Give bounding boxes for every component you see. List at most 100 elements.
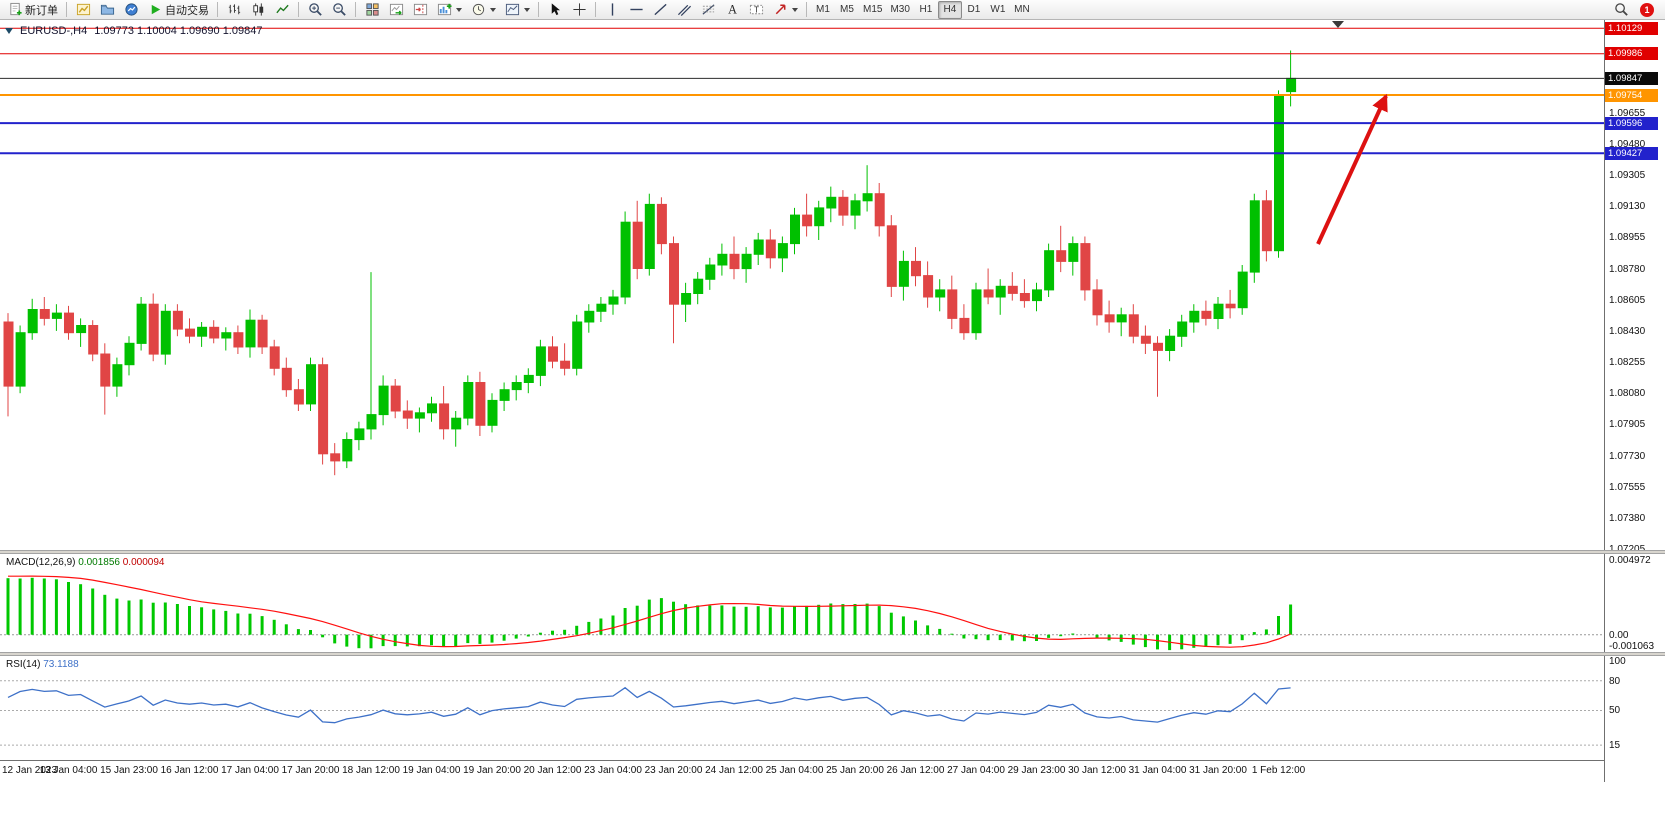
timeframe-w1-button[interactable]: W1 (986, 1, 1010, 19)
timeframe-mn-button[interactable]: MN (1010, 1, 1034, 19)
timeframe-h1-button-label: H1 (919, 4, 933, 15)
auto-scroll-button[interactable] (384, 1, 408, 19)
tile-windows-button[interactable] (360, 1, 384, 19)
macd-panel[interactable] (0, 554, 1604, 652)
time-tick-label: 20 Jan 12:00 (523, 765, 582, 776)
new-order-button-label: 新订单 (25, 4, 58, 17)
fibonacci-button[interactable] (696, 1, 720, 19)
time-axis[interactable]: 12 Jan 2023 13 Jan 04:00 15 Jan 23:00 16 Ja… (0, 760, 1604, 782)
timeframe-d1-button[interactable]: D1 (962, 1, 986, 19)
indicators-icon (436, 2, 452, 18)
toolbar-separator (66, 2, 67, 17)
autotrading-button[interactable]: 自动交易 (143, 1, 213, 19)
toolbar-separator (595, 2, 596, 17)
profiles-icon (99, 2, 115, 18)
zoom-out-button[interactable] (327, 1, 351, 19)
line-chart-button[interactable] (270, 1, 294, 19)
toolbar-separator (298, 2, 299, 17)
timeframe-m15-button[interactable]: M15 (859, 1, 886, 19)
window-menu-icon[interactable] (5, 28, 13, 34)
rsi-line (7, 686, 1291, 724)
text-button[interactable]: A (720, 1, 744, 19)
time-tick-label: 12 Jan 2023 (2, 765, 58, 776)
crosshair-button[interactable] (567, 1, 591, 19)
new-order-icon (7, 2, 23, 18)
axis-tick-label: 0.00 (1609, 629, 1629, 641)
chart-shift-marker[interactable] (1332, 21, 1344, 28)
axis-tick-label: 100 (1609, 655, 1626, 667)
vertical-line-button[interactable] (600, 1, 624, 19)
dropdown-caret-icon (524, 7, 530, 12)
rsi-indicator-label: RSI(14) 73.1188 (6, 659, 79, 670)
timeframe-h4-button-label: H4 (943, 4, 957, 15)
zoom-in-button[interactable] (303, 1, 327, 19)
dropdown-caret-icon (456, 7, 462, 12)
axis-tick-label: 1.09655 (1609, 107, 1646, 119)
time-tick-label: 26 Jan 12:00 (886, 765, 945, 776)
time-tick-label: 25 Jan 20:00 (826, 765, 884, 776)
arrows-button[interactable] (768, 1, 802, 19)
new-order-button[interactable]: 新订单 (3, 1, 62, 19)
chart-title: EURUSD-,H4 1.09773 1.10004 1.09690 1.098… (5, 25, 262, 37)
profiles-button[interactable] (95, 1, 119, 19)
rsi-panel[interactable] (0, 656, 1604, 760)
trend-arrow-annotation[interactable] (1316, 93, 1388, 245)
time-tick-label: 13 Jan 04:00 (39, 765, 98, 776)
chart-shift-button[interactable] (408, 1, 432, 19)
time-tick-label: 27 Jan 04:00 (947, 765, 1005, 776)
macd-histogram (6, 577, 1293, 651)
axis-tick-label: 1.08955 (1609, 232, 1646, 244)
price-axis[interactable]: 1.09655 1.09480 1.09305 1.09130 1.08955 1.087… (1604, 20, 1665, 782)
timeframe-m15-button-label: M15 (863, 4, 883, 15)
candlestick-chart-button[interactable] (246, 1, 270, 19)
chart-window: EURUSD-,H4 1.09773 1.10004 1.09690 1.098… (0, 20, 1665, 831)
axis-tick-label: -0.001063 (1609, 641, 1655, 652)
dropdown-caret-icon (490, 7, 496, 12)
template-icon (504, 2, 520, 18)
axis-tick-label: 1.07905 (1609, 419, 1646, 431)
periods-button[interactable] (466, 1, 500, 19)
trendline-button[interactable] (648, 1, 672, 19)
search-button[interactable] (1609, 1, 1633, 19)
text-label-button[interactable]: T (744, 1, 768, 19)
svg-text:A: A (728, 3, 737, 17)
time-tick-label: 23 Jan 04:00 (584, 765, 642, 776)
toolbar-separator (806, 2, 807, 17)
time-tick-label: 16 Jan 12:00 (160, 765, 219, 776)
hline-icon (628, 2, 644, 18)
autotrading-icon (147, 2, 163, 18)
timeframe-h4-button[interactable]: H4 (937, 0, 962, 19)
vline-icon (604, 2, 620, 18)
new-chart-icon (75, 2, 91, 18)
price-chart[interactable] (0, 20, 1604, 550)
time-tick-label: 17 Jan 20:00 (281, 765, 340, 776)
macd-indicator-label: MACD(12,26,9) 0.001856 0.000094 (6, 557, 164, 568)
panel-splitter[interactable] (0, 652, 1665, 656)
trendline-icon (652, 2, 668, 18)
timeframe-m1-button[interactable]: M1 (811, 1, 835, 19)
axis-tick-label: 15 (1609, 740, 1621, 752)
market-watch-button[interactable] (119, 1, 143, 19)
time-tick-label: 17 Jan 04:00 (221, 765, 279, 776)
cursor-icon (547, 2, 563, 18)
horizontal-line-button[interactable] (624, 1, 648, 19)
axis-tick-label: 0.004972 (1609, 555, 1651, 566)
timeframe-h1-button[interactable]: H1 (914, 1, 938, 19)
time-tick-label: 29 Jan 23:00 (1007, 765, 1066, 776)
indicators-button[interactable] (432, 1, 466, 19)
bar-chart-button[interactable] (222, 1, 246, 19)
notification-badge[interactable]: 1 (1640, 2, 1654, 17)
search-icon (1613, 2, 1629, 18)
timeframe-m30-button[interactable]: M30 (886, 1, 913, 19)
new-chart-button[interactable] (71, 1, 95, 19)
price-line-badge: 1.10129 (1605, 21, 1658, 35)
channel-button[interactable] (672, 1, 696, 19)
svg-text:T: T (754, 5, 759, 14)
panel-splitter[interactable] (0, 550, 1665, 554)
timeframe-m5-button[interactable]: M5 (835, 1, 859, 19)
clock-icon (470, 2, 486, 18)
axis-tick-label: 50 (1609, 705, 1621, 717)
templates-button[interactable] (500, 1, 534, 19)
fibonacci-icon (700, 2, 716, 18)
cursor-button[interactable] (543, 1, 567, 19)
